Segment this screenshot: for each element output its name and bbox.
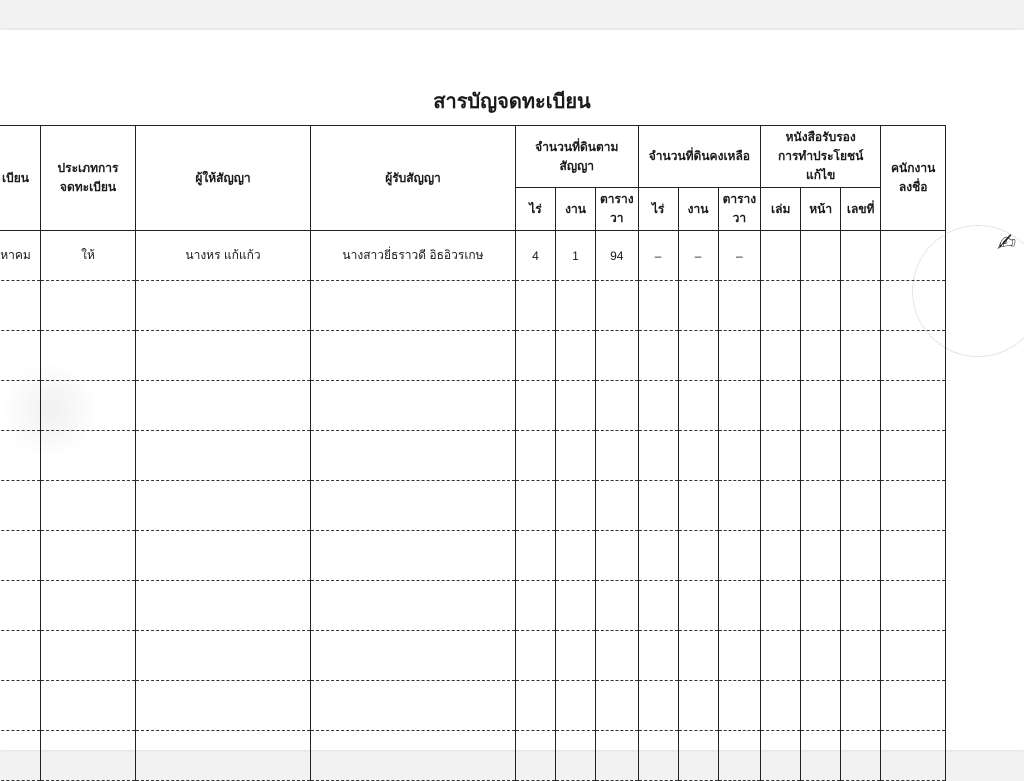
- table-row: [0, 431, 946, 481]
- cell-wa1: 94: [596, 231, 639, 281]
- col-group-3: หนังสือรับรอง การทำประโยชน์แก้ไข: [761, 126, 881, 188]
- sub-ngan-2: งาน: [678, 188, 718, 231]
- cell-ngan1: 1: [556, 231, 596, 281]
- table-row: หาคม ให้ นางหร แก้แก้ว นางสาวยี่ธราวดี อ…: [0, 231, 946, 281]
- col-header-3: ผู้ให้สัญญา: [136, 126, 311, 231]
- col-group-1: จำนวนที่ดินตามสัญญา: [516, 126, 639, 188]
- cell-lek: [841, 231, 881, 281]
- sub-rai-1: ไร่: [516, 188, 556, 231]
- col-header-1: เบียน: [0, 126, 41, 231]
- cell-lem: [761, 231, 801, 281]
- table-row: [0, 631, 946, 681]
- cell-rai2: –: [638, 231, 678, 281]
- cell-c1: หาคม: [0, 231, 41, 281]
- cell-wa2: –: [718, 231, 761, 281]
- signature-mark: ✍︎: [994, 229, 1015, 257]
- table-row: [0, 681, 946, 731]
- sub-na: หน้า: [801, 188, 841, 231]
- col-header-2: ประเภทการ จดทะเบียน: [41, 126, 136, 231]
- cell-ngan2: –: [678, 231, 718, 281]
- table-row: [0, 281, 946, 331]
- sub-ngan-1: งาน: [556, 188, 596, 231]
- table-row: [0, 581, 946, 631]
- sub-wa-2: ตาราง วา: [718, 188, 761, 231]
- table-row: [0, 331, 946, 381]
- table-row: [0, 481, 946, 531]
- cell-na: [801, 231, 841, 281]
- col-header-4: ผู้รับสัญญา: [311, 126, 516, 231]
- page-title: สารบัญจดทะเบียน: [0, 85, 1024, 117]
- col-header-5: คนักงาน ลงชื่อ: [881, 126, 946, 231]
- sub-lek: เลขที่: [841, 188, 881, 231]
- cell-c2: ให้: [41, 231, 136, 281]
- cell-c3: นางหร แก้แก้ว: [136, 231, 311, 281]
- sub-lem: เล่ม: [761, 188, 801, 231]
- table-row: [0, 531, 946, 581]
- document-page: สารบัญจดทะเบียน เบียน ประเภทการ จดทะเบีย…: [0, 30, 1024, 750]
- table-body: หาคม ให้ นางหร แก้แก้ว นางสาวยี่ธราวดี อ…: [0, 231, 946, 781]
- sub-wa-1: ตาราง วา: [596, 188, 639, 231]
- cell-c4: นางสาวยี่ธราวดี อิธอิวรเกษ: [311, 231, 516, 281]
- cell-rai1: 4: [516, 231, 556, 281]
- smudge-mark: [0, 360, 100, 460]
- table-row: [0, 381, 946, 431]
- col-group-2: จำนวนที่ดินคงเหลือ: [638, 126, 761, 188]
- registration-table: เบียน ประเภทการ จดทะเบียน ผู้ให้สัญญา ผู…: [0, 125, 946, 781]
- sub-rai-2: ไร่: [638, 188, 678, 231]
- table-row: [0, 731, 946, 781]
